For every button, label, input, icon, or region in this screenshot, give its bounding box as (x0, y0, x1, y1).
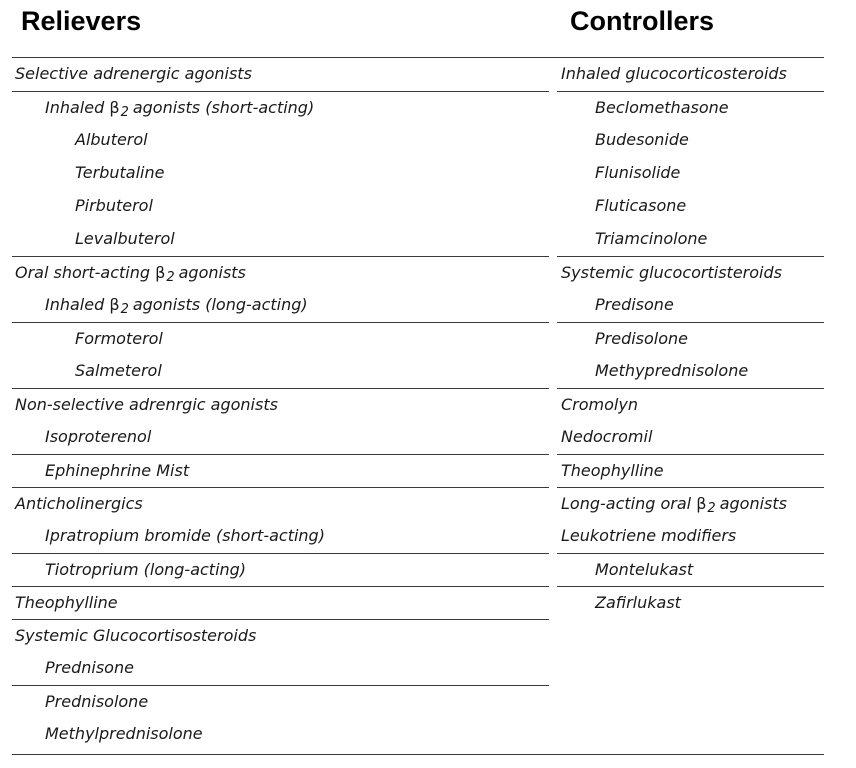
table-row: Levalbuterol (75, 229, 175, 248)
table-row: Systemic glucocortisteroids (557, 256, 824, 289)
table-row: Beclomethasone (557, 91, 824, 124)
table-row: Methylprednisolone (45, 724, 203, 743)
table-row: Theophylline (12, 586, 549, 619)
table-row: Nedocromil (561, 427, 653, 446)
relievers-column: Selective adrenergic agonists Inhaled β2 a… (12, 58, 824, 751)
table-row: Albuterol (75, 130, 148, 149)
table-row: Leukotriene modifiers (561, 526, 737, 545)
table-row: Tiotroprium (long-acting) (12, 553, 549, 586)
controllers-heading: Controllers (570, 6, 715, 36)
table-row: Methyprednisolone (595, 361, 749, 380)
relievers-heading: Relievers (21, 6, 142, 36)
table-row: Pirbuterol (75, 196, 153, 215)
table-row: Budesonide (595, 130, 689, 149)
table-row: Salmeterol (75, 361, 162, 380)
table-row: Anticholinergics (12, 487, 549, 520)
table-row: Predisone (595, 295, 674, 314)
table-row-beta: Inhaled β2 agonists (long-acting) (45, 295, 308, 317)
table-row: Cromolyn (557, 388, 824, 421)
table-row: Prednisolone (12, 685, 549, 718)
table-row: Fluticasone (595, 196, 687, 215)
table-row: Ipratropium bromide (short-acting) (45, 526, 325, 545)
table-row-beta: Long-acting oral β2 agonists (557, 487, 824, 520)
table-row: Systemic Glucocortisosteroids (12, 619, 549, 652)
table-row: Selective adrenergic agonists (15, 64, 252, 83)
table-row-beta: Inhaled β2 agonists (short-acting) (12, 91, 549, 124)
table-row-beta: Oral short-acting β2 agonists (12, 256, 549, 289)
table-row: Montelukast (557, 553, 824, 586)
table-top-rule (12, 57, 824, 58)
table-row: Zafirlukast (557, 586, 824, 619)
table-row: Non-selective adrenrgic agonists (12, 388, 549, 421)
table-row: Isoproterenol (45, 427, 152, 446)
table-row: Flunisolide (595, 163, 681, 182)
table-row: Formoterol (12, 322, 549, 355)
controllers-column: Inhaled glucocorticosteroids Beclomethaso… (557, 58, 824, 619)
table-row: Prednisone (45, 658, 134, 677)
table-row: Triamcinolone (595, 229, 708, 248)
table-bottom-rule (12, 754, 824, 755)
table-row: Inhaled glucocorticosteroids (561, 64, 787, 83)
table-row: Terbutaline (75, 163, 165, 182)
table-row: Predisolone (557, 322, 824, 355)
table-row: Ephinephrine Mist (12, 454, 549, 487)
table-row: Theophylline (557, 454, 824, 487)
